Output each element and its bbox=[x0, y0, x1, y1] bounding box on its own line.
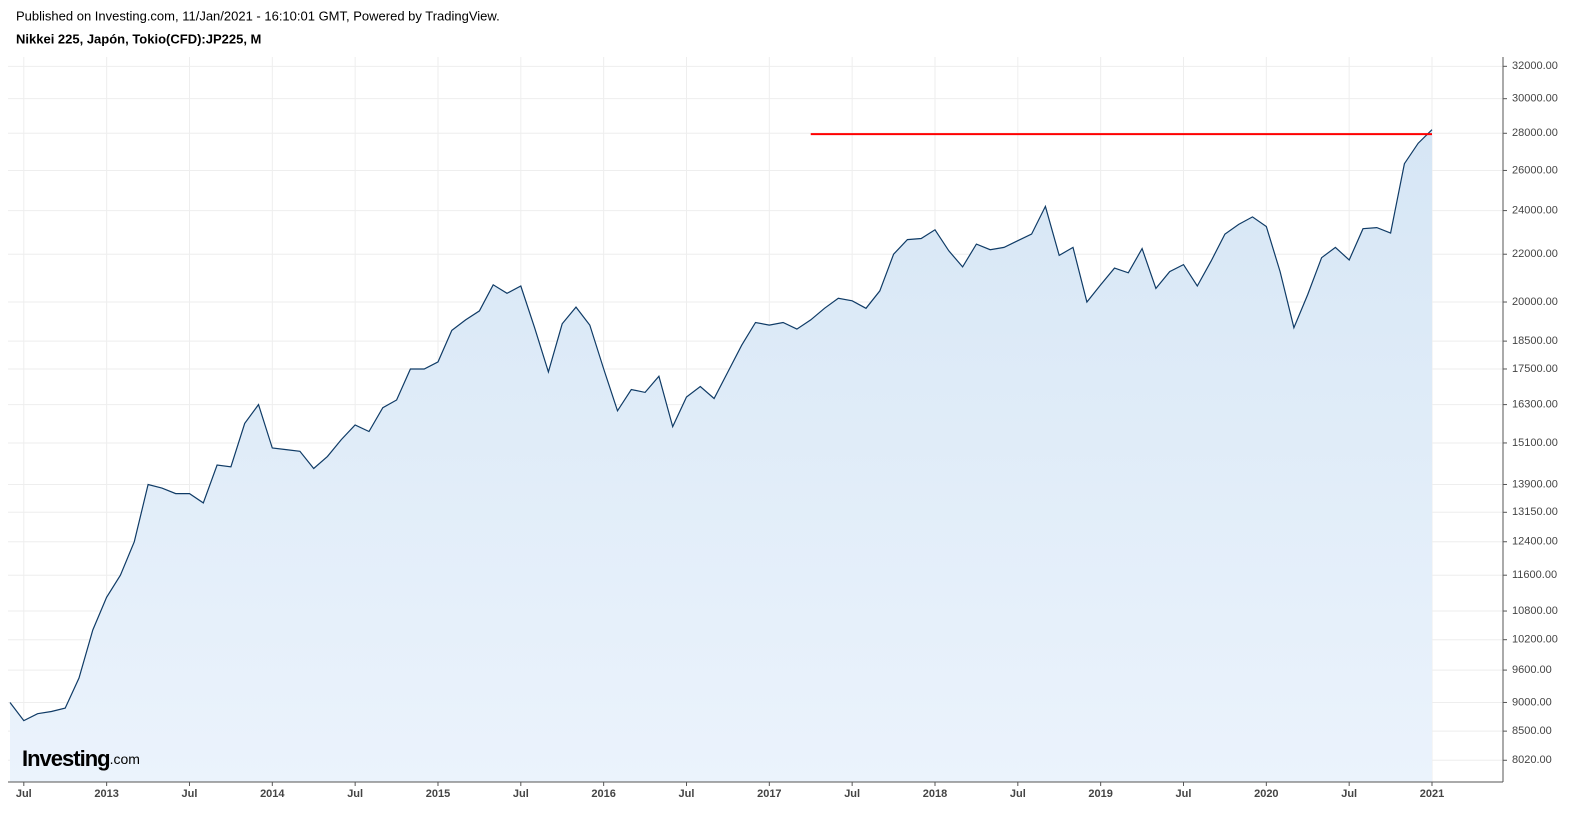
x-tick-label: 2017 bbox=[757, 788, 781, 800]
x-tick-label: 2021 bbox=[1420, 788, 1444, 800]
logo-suffix: .com bbox=[110, 751, 140, 767]
y-tick-label: 16300.00 bbox=[1512, 399, 1558, 411]
area bbox=[10, 129, 1432, 782]
y-tick-label: 13900.00 bbox=[1512, 478, 1558, 490]
x-tick-label: Jul bbox=[1341, 788, 1357, 800]
x-tick-label: Jul bbox=[844, 788, 860, 800]
published-note: Published on Investing.com, 11/Jan/2021 … bbox=[16, 8, 500, 23]
logo: Investing.com bbox=[22, 746, 140, 771]
x-tick-label: Jul bbox=[1010, 788, 1026, 800]
y-tick-label: 15100.00 bbox=[1512, 437, 1558, 449]
x-tick-label: 2020 bbox=[1254, 788, 1278, 800]
y-tick-label: 10800.00 bbox=[1512, 605, 1558, 617]
y-tick-label: 10200.00 bbox=[1512, 634, 1558, 646]
x-tick-label: Jul bbox=[182, 788, 198, 800]
chart-title: Nikkei 225, Japón, Tokio(CFD):JP225, M bbox=[16, 31, 261, 46]
x-tick-label: Jul bbox=[679, 788, 695, 800]
y-tick-label: 9600.00 bbox=[1512, 664, 1552, 676]
y-tick-label: 28000.00 bbox=[1512, 127, 1558, 139]
y-tick-label: 8500.00 bbox=[1512, 725, 1552, 737]
y-tick-label: 9000.00 bbox=[1512, 696, 1552, 708]
y-tick-label: 17500.00 bbox=[1512, 363, 1558, 375]
y-tick-label: 13150.00 bbox=[1512, 506, 1558, 518]
y-tick-label: 32000.00 bbox=[1512, 60, 1558, 72]
x-tick-label: 2018 bbox=[923, 788, 947, 800]
x-tick-label: Jul bbox=[1176, 788, 1192, 800]
x-tick-label: 2014 bbox=[260, 788, 285, 800]
x-tick-label: Jul bbox=[16, 788, 32, 800]
x-tick-label: 2019 bbox=[1088, 788, 1112, 800]
logo-brand: Investing bbox=[22, 746, 110, 771]
y-tick-label: 18500.00 bbox=[1512, 335, 1558, 347]
y-tick-label: 11600.00 bbox=[1512, 569, 1557, 581]
y-tick-label: 8020.00 bbox=[1512, 754, 1552, 766]
x-tick-label: 2015 bbox=[426, 788, 450, 800]
y-tick-label: 12400.00 bbox=[1512, 536, 1558, 548]
price-line bbox=[9, 129, 1433, 722]
x-tick-label: 2013 bbox=[94, 788, 118, 800]
x-tick-label: Jul bbox=[347, 788, 363, 800]
x-tick-label: Jul bbox=[513, 788, 529, 800]
x-tick-label: 2016 bbox=[591, 788, 615, 800]
y-tick-label: 20000.00 bbox=[1512, 296, 1558, 308]
y-tick-label: 26000.00 bbox=[1512, 164, 1558, 176]
y-tick-label: 22000.00 bbox=[1512, 248, 1558, 260]
y-tick-label: 24000.00 bbox=[1512, 204, 1558, 216]
plot-area: 32000.00 30000.00 28000.00 26000.00 24000.00… bbox=[8, 57, 1558, 800]
y-tick-label: 30000.00 bbox=[1512, 93, 1558, 105]
